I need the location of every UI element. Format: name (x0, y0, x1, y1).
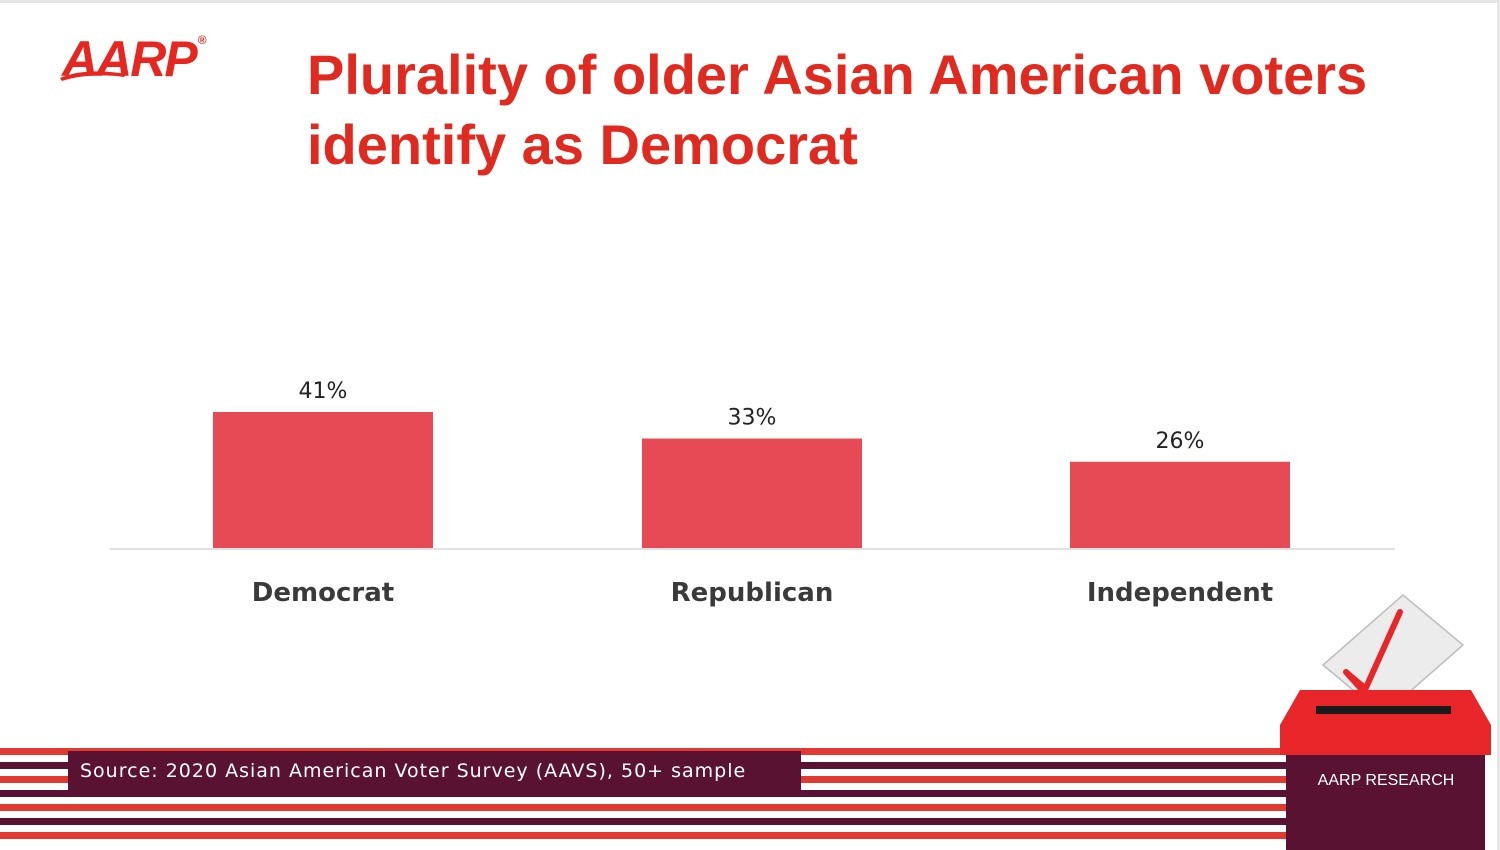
logo-swoosh-icon (60, 71, 126, 81)
bar-democrat (213, 412, 433, 548)
data-label: 33% (728, 406, 777, 431)
frame-top-border (0, 0, 1500, 3)
ballot-box-icon (1280, 594, 1491, 850)
category-label: Democrat (252, 578, 394, 608)
category-label: Independent (1087, 578, 1273, 608)
registered-mark: ® (197, 33, 207, 47)
page-title: Plurality of older Asian American voters… (307, 43, 1368, 176)
stripe (0, 790, 1290, 797)
bar-independent (1070, 461, 1290, 548)
data-label: 41% (299, 379, 348, 404)
aarp-research-label: AARP RESEARCH (1317, 772, 1455, 789)
source-note: Source: 2020 Asian American Voter Survey… (68, 751, 801, 791)
category-label: Republican (671, 578, 834, 608)
frame-right-border (1497, 0, 1500, 850)
stripe (0, 804, 1290, 811)
stripe (0, 818, 1290, 825)
bar-republican (642, 438, 862, 548)
stripe (0, 832, 1290, 839)
data-label: 26% (1156, 429, 1205, 454)
